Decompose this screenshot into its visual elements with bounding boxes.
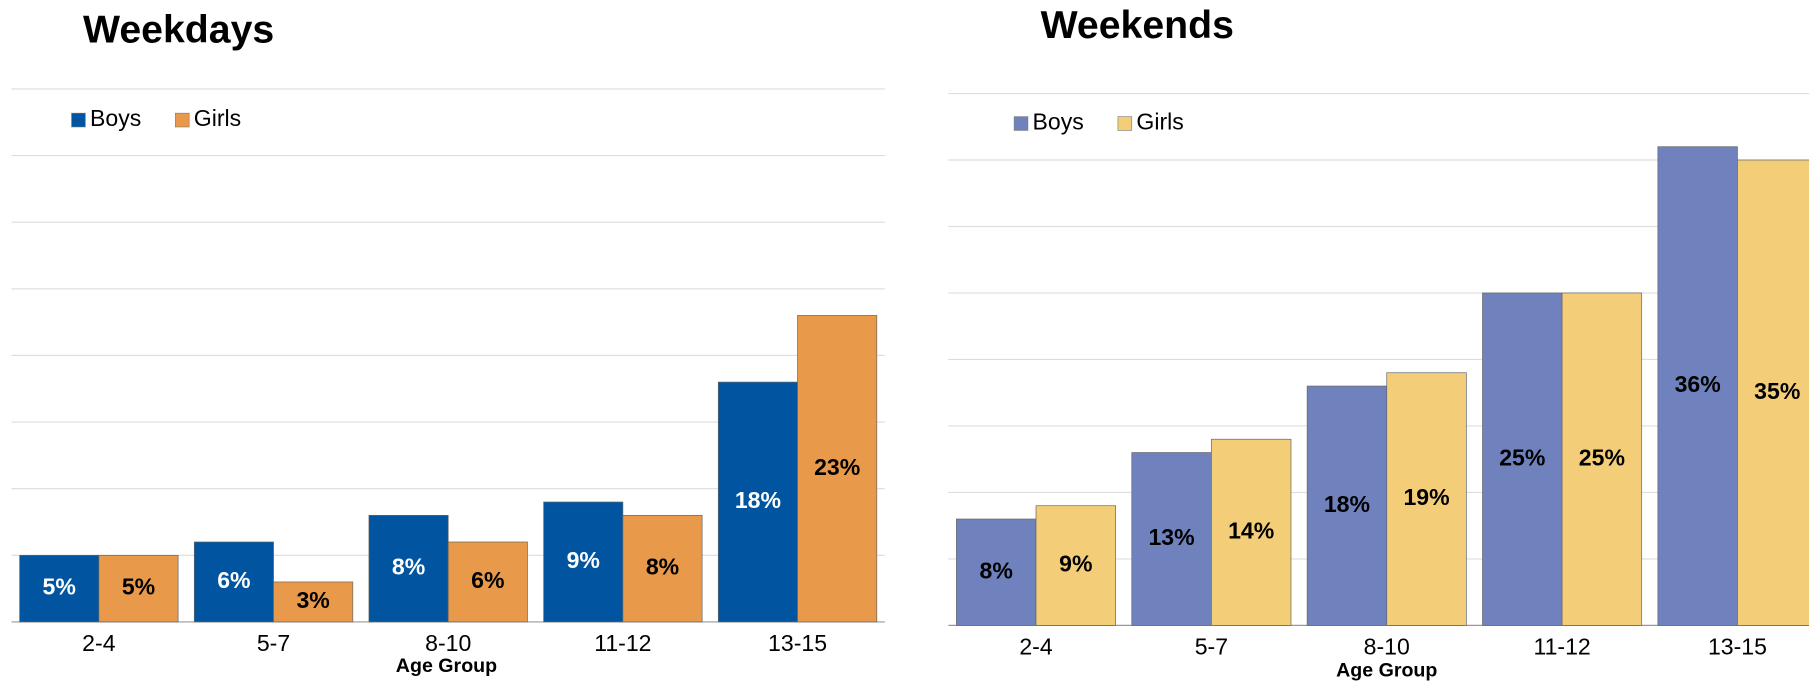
legend-swatch [71, 112, 86, 128]
x-tick-label: 11-12 [594, 630, 651, 656]
data-label: 6% [471, 567, 504, 593]
data-label: 5% [122, 574, 155, 600]
bar [193, 541, 274, 623]
x-tick-label: 5-7 [257, 630, 290, 656]
legend-swatch [1013, 116, 1029, 131]
data-label: 14% [1228, 517, 1274, 543]
bar [543, 501, 624, 623]
bar [1737, 159, 1809, 626]
data-label: 25% [1499, 444, 1545, 470]
data-label: 18% [735, 487, 781, 513]
data-label: 35% [1754, 378, 1800, 404]
legend-swatch [1117, 116, 1133, 131]
legend-label: Girls [1136, 109, 1183, 135]
x-tick-label: 11-12 [1533, 634, 1590, 660]
data-label: 25% [1579, 444, 1625, 470]
data-label: 5% [43, 574, 76, 600]
data-label: 23% [814, 454, 860, 480]
data-label: 3% [296, 587, 329, 613]
bar [717, 381, 798, 623]
data-label: 19% [1403, 484, 1449, 510]
bar [1482, 292, 1563, 626]
bar [98, 554, 179, 623]
data-label: 6% [217, 567, 250, 593]
legend-swatch [175, 112, 190, 128]
bar [1211, 438, 1292, 626]
bar [1657, 146, 1738, 626]
legend-label: Girls [194, 105, 241, 131]
x-tick-label: 13-15 [1708, 634, 1767, 660]
data-label: 9% [1059, 551, 1092, 577]
bar [622, 514, 703, 623]
x-axis-label: Age Group [1336, 660, 1437, 682]
bar [956, 518, 1037, 626]
x-tick-label: 2-4 [82, 630, 116, 656]
bar [447, 541, 528, 623]
x-axis-label: Age Group [396, 655, 497, 677]
bar [368, 514, 449, 623]
data-label: 8% [392, 554, 425, 580]
legend-label: Boys [90, 105, 141, 131]
data-label: 13% [1148, 524, 1194, 550]
data-label: 36% [1675, 371, 1721, 397]
x-tick-label: 5-7 [1195, 634, 1228, 660]
bar [273, 581, 354, 623]
data-label: 9% [567, 547, 600, 573]
legend-label: Boys [1033, 109, 1084, 135]
bar [1131, 452, 1212, 626]
bar [1306, 385, 1388, 626]
bar [797, 315, 878, 623]
chart-title: Weekends [1041, 3, 1234, 47]
chart-title: Weekdays [83, 8, 274, 52]
bar [1386, 372, 1467, 626]
data-label: 8% [646, 554, 679, 580]
x-tick-label: 8-10 [1364, 634, 1410, 660]
bar [1035, 505, 1116, 626]
bar [1561, 292, 1643, 626]
data-label: 18% [1324, 491, 1370, 517]
x-tick-label: 13-15 [768, 630, 827, 656]
x-tick-label: 2-4 [1019, 634, 1053, 660]
data-label: 8% [980, 557, 1013, 583]
x-tick-label: 8-10 [425, 630, 471, 656]
